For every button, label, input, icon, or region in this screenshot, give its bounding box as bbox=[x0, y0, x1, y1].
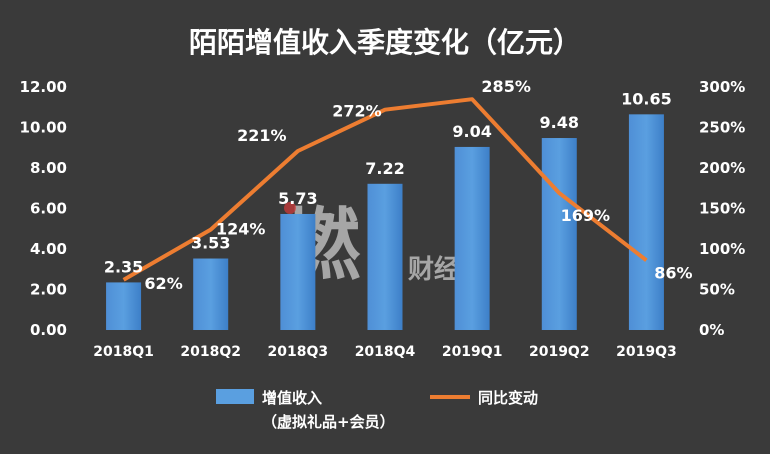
line-data-label: 221% bbox=[237, 126, 286, 145]
legend-bar-note: （虚拟礼品+会员） bbox=[262, 413, 395, 431]
series-line bbox=[122, 97, 648, 282]
bar-series bbox=[106, 114, 664, 331]
x-tick-label: 2019Q3 bbox=[616, 344, 677, 360]
line-data-label: 285% bbox=[481, 77, 530, 96]
bar bbox=[193, 258, 229, 330]
y-right-tick-label: 250% bbox=[699, 119, 745, 137]
legend-bar-swatch bbox=[216, 389, 254, 404]
bar-data-label: 5.73 bbox=[278, 189, 317, 208]
bar-data-label: 9.04 bbox=[452, 122, 491, 141]
x-tick-label: 2018Q1 bbox=[93, 344, 154, 360]
legend: 增值收入 （虚拟礼品+会员） 同比变动 bbox=[216, 389, 538, 431]
line-data-label: 169% bbox=[561, 206, 610, 225]
line-data-label: 124% bbox=[216, 220, 265, 239]
y-left-tick-label: 12.00 bbox=[20, 78, 67, 96]
y-right-tick-label: 200% bbox=[699, 159, 745, 177]
line-data-label: 86% bbox=[654, 263, 692, 282]
bar bbox=[367, 183, 403, 330]
y-left-tick-label: 2.00 bbox=[30, 281, 67, 299]
legend-line-label: 同比变动 bbox=[478, 389, 538, 407]
bar-data-label: 9.48 bbox=[540, 113, 579, 132]
left-axis: 0.00 2.00 4.00 6.00 8.00 10.00 12.00 bbox=[20, 78, 67, 339]
y-right-tick-label: 150% bbox=[699, 200, 745, 218]
x-tick-label: 2019Q1 bbox=[442, 344, 503, 360]
x-tick-label: 2019Q2 bbox=[529, 344, 590, 360]
watermark-text: 财经 bbox=[408, 254, 460, 285]
y-right-tick-label: 50% bbox=[699, 281, 735, 299]
line-data-label: 62% bbox=[144, 274, 182, 293]
y-left-tick-label: 4.00 bbox=[30, 240, 67, 258]
bar bbox=[541, 138, 577, 330]
bar-data-label: 2.35 bbox=[104, 257, 143, 276]
x-tick-label: 2018Q2 bbox=[180, 344, 241, 360]
y-left-tick-label: 0.00 bbox=[30, 321, 67, 339]
x-tick-label: 2018Q3 bbox=[268, 344, 329, 360]
y-left-tick-label: 6.00 bbox=[30, 200, 67, 218]
line-data-labels: 62% 124% 221% 272% 285% 169% 86% bbox=[144, 77, 692, 293]
bar-data-label: 7.22 bbox=[365, 159, 404, 178]
bar bbox=[280, 213, 316, 330]
x-tick-label: 2018Q4 bbox=[355, 344, 416, 360]
bar-data-label: 10.65 bbox=[621, 89, 672, 108]
y-right-tick-label: 100% bbox=[699, 240, 745, 258]
bar-data-labels: 2.35 3.53 5.73 7.22 9.04 9.48 10.65 bbox=[104, 89, 672, 276]
line-data-label: 272% bbox=[332, 102, 381, 121]
bar bbox=[628, 114, 664, 331]
y-right-tick-label: 0% bbox=[699, 321, 724, 339]
chart-title: 陌陌增值收入季度变化（亿元） bbox=[189, 26, 581, 59]
bar-data-label: 3.53 bbox=[191, 234, 230, 253]
line-series bbox=[122, 97, 648, 282]
y-left-tick-label: 10.00 bbox=[20, 119, 67, 137]
right-axis: 0% 50% 100% 150% 200% 250% 300% bbox=[699, 78, 745, 339]
x-axis: 2018Q1 2018Q2 2018Q3 2018Q4 2019Q1 2019Q2 2019… bbox=[93, 344, 676, 360]
y-left-tick-label: 8.00 bbox=[30, 159, 67, 177]
y-right-tick-label: 300% bbox=[699, 78, 745, 96]
bar bbox=[106, 282, 142, 330]
watermark-dot bbox=[284, 202, 296, 214]
legend-bar-label: 增值收入 bbox=[262, 389, 322, 407]
bar bbox=[454, 146, 490, 330]
